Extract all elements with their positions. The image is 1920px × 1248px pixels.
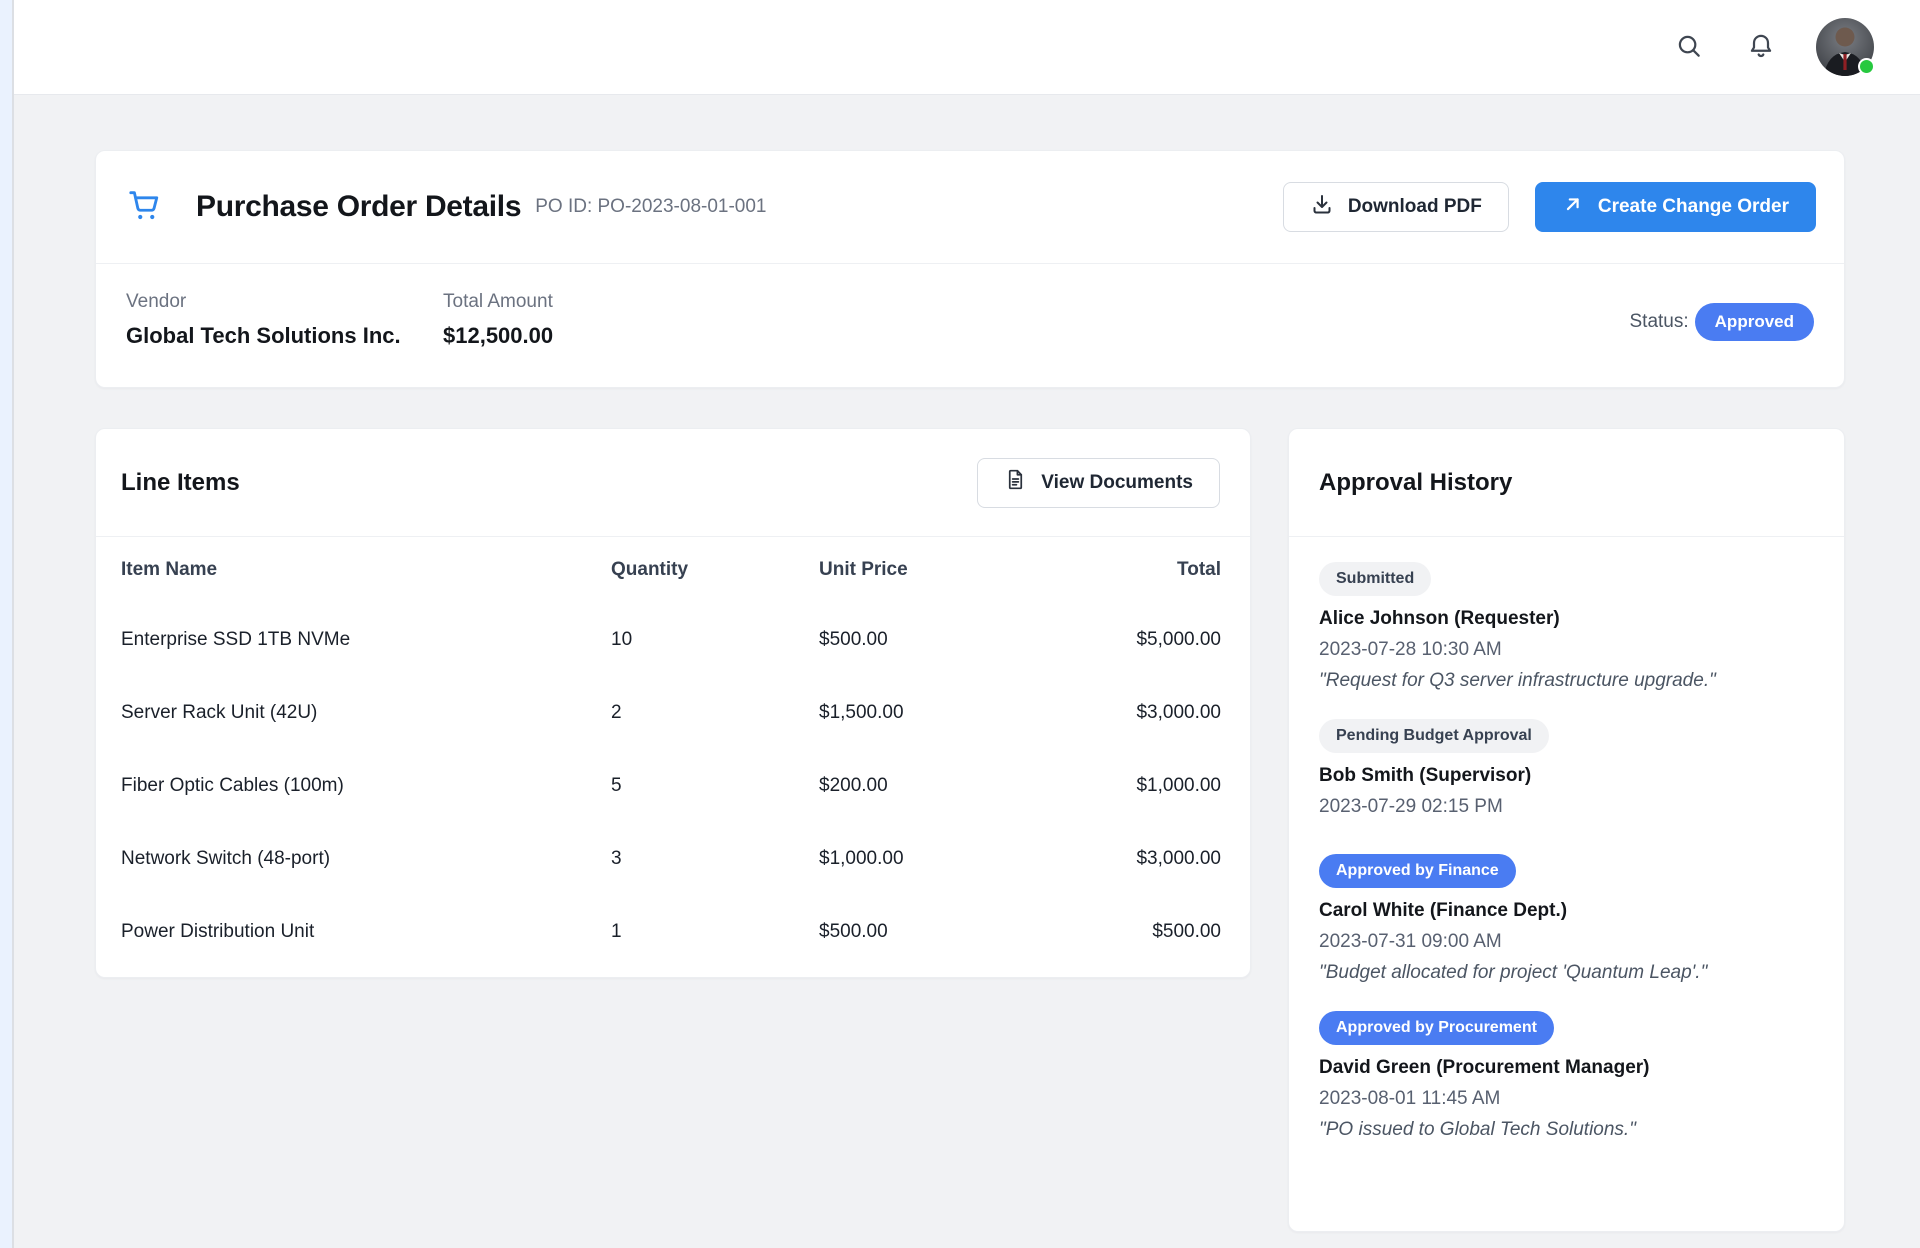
purchase-order-header-card: Purchase Order Details PO ID: PO-2023-08… <box>95 150 1845 388</box>
line-items-title: Line Items <box>121 468 240 496</box>
table-cell: Server Rack Unit (42U) <box>121 701 318 723</box>
search-button[interactable] <box>1672 30 1706 64</box>
approval-comment: "Budget allocated for project 'Quantum L… <box>1319 962 1708 983</box>
table-cell: $500.00 <box>819 628 888 650</box>
approval-comment: "Request for Q3 server infrastructure up… <box>1319 670 1716 691</box>
approval-entry: Submitted Alice Johnson (Requester) 2023-0… <box>1319 562 1814 692</box>
approval-history-entries: Submitted Alice Johnson (Requester) 2023-0… <box>1289 537 1844 1141</box>
user-avatar[interactable] <box>1816 18 1875 76</box>
approval-comment: "PO issued to Global Tech Solutions." <box>1319 1119 1636 1140</box>
table-cell: $500.00 <box>819 920 888 942</box>
total-amount-value: $12,500.00 <box>443 323 554 348</box>
approval-entry: Approved by Procurement David Green (Proc… <box>1319 1011 1814 1141</box>
notifications-button[interactable] <box>1744 30 1778 64</box>
status-badge: Approved <box>1694 303 1814 341</box>
shopping-cart-icon <box>126 187 162 228</box>
total-amount-label: Total Amount <box>443 291 553 312</box>
approval-timestamp: 2023-07-31 09:00 AM <box>1319 931 1502 952</box>
table-cell: 5 <box>611 774 622 796</box>
table-cell: $1,500.00 <box>819 701 904 723</box>
download-icon <box>1310 192 1334 222</box>
table-cell: $5,000.00 <box>1136 628 1221 650</box>
view-documents-label: View Documents <box>1041 471 1193 493</box>
table-row: Enterprise SSD 1TB NVMe 10 $500.00 $5,000.0… <box>121 603 1221 676</box>
approval-history-title: Approval History <box>1319 468 1513 496</box>
approval-step-badge: Pending Budget Approval <box>1319 719 1549 753</box>
table-cell: Power Distribution Unit <box>121 920 315 942</box>
table-cell: $1,000.00 <box>819 847 904 869</box>
column-header-unit-price: Unit Price <box>819 559 908 580</box>
approval-history-card: Approval History Submitted Alice Johnson … <box>1288 428 1845 1232</box>
column-header-item-name: Item Name <box>121 559 218 580</box>
approval-timestamp: 2023-07-29 02:15 PM <box>1319 796 1503 817</box>
table-cell: 2 <box>611 701 622 723</box>
table-cell: 3 <box>611 847 622 869</box>
approver-name: Alice Johnson (Requester) <box>1319 608 1560 629</box>
create-change-order-button[interactable]: Create Change Order <box>1534 182 1816 232</box>
column-header-total: Total <box>1177 559 1221 580</box>
download-pdf-button[interactable]: Download PDF <box>1282 182 1509 232</box>
line-items-divider <box>96 536 1250 537</box>
view-documents-button[interactable]: View Documents <box>977 457 1220 508</box>
create-change-order-label: Create Change Order <box>1597 196 1789 217</box>
table-cell: Enterprise SSD 1TB NVMe <box>121 628 351 650</box>
column-header-quantity: Quantity <box>611 559 689 580</box>
approver-name: David Green (Procurement Manager) <box>1319 1057 1650 1078</box>
approval-timestamp: 2023-07-28 10:30 AM <box>1319 639 1502 660</box>
vendor-label: Vendor <box>126 291 187 312</box>
line-items-table: Item Name Quantity Unit Price Total Ente… <box>96 537 1250 968</box>
table-cell: $3,000.00 <box>1136 847 1221 869</box>
approval-step-badge: Approved by Finance <box>1319 854 1516 888</box>
line-items-table-body: Enterprise SSD 1TB NVMe 10 $500.00 $5,000.0… <box>121 603 1221 968</box>
table-row: Fiber Optic Cables (100m) 5 $200.00 $1,000.… <box>121 749 1221 822</box>
search-icon <box>1675 32 1703 63</box>
online-status-dot <box>1858 58 1875 75</box>
approval-entry: Pending Budget Approval Bob Smith (Superv… <box>1319 719 1814 827</box>
table-row: Power Distribution Unit 1 $500.00 $500.00 <box>121 895 1221 968</box>
document-icon <box>1004 468 1027 497</box>
table-cell: $3,000.00 <box>1136 701 1221 723</box>
approver-name: Carol White (Finance Dept.) <box>1319 900 1568 921</box>
vendor-value: Global Tech Solutions Inc. <box>126 323 401 348</box>
table-cell: 1 <box>611 920 622 942</box>
topbar <box>14 0 1920 95</box>
table-row: Network Switch (48-port) 3 $1,000.00 $3,000… <box>121 822 1221 895</box>
table-cell: $1,000.00 <box>1136 774 1221 796</box>
table-header-row: Item Name Quantity Unit Price Total <box>121 537 1221 603</box>
header-divider <box>96 263 1844 264</box>
table-row: Server Rack Unit (42U) 2 $1,500.00 $3,000.0… <box>121 676 1221 749</box>
bell-icon <box>1747 32 1775 63</box>
arrow-up-right-icon <box>1562 193 1584 221</box>
po-id-text: PO ID: PO-2023-08-01-001 <box>535 196 767 217</box>
table-cell: $200.00 <box>819 774 888 796</box>
page-title: Purchase Order Details <box>196 190 522 223</box>
approval-history-divider <box>1289 536 1844 537</box>
status-label: Status: <box>1629 311 1689 332</box>
approval-step-badge: Approved by Procurement <box>1319 1011 1554 1045</box>
approval-entry: Approved by Finance Carol White (Finance … <box>1319 854 1814 984</box>
approval-step-badge: Submitted <box>1319 562 1432 596</box>
table-cell: 10 <box>611 628 633 650</box>
download-pdf-label: Download PDF <box>1347 196 1482 217</box>
line-items-card: Line Items View Documents Item Name Quan… <box>95 428 1251 978</box>
approval-timestamp: 2023-08-01 11:45 AM <box>1319 1088 1501 1109</box>
left-edge-strip <box>0 0 14 1248</box>
approver-name: Bob Smith (Supervisor) <box>1319 765 1532 786</box>
table-cell: $500.00 <box>1152 920 1221 942</box>
table-cell: Fiber Optic Cables (100m) <box>121 774 344 796</box>
table-cell: Network Switch (48-port) <box>121 847 331 869</box>
